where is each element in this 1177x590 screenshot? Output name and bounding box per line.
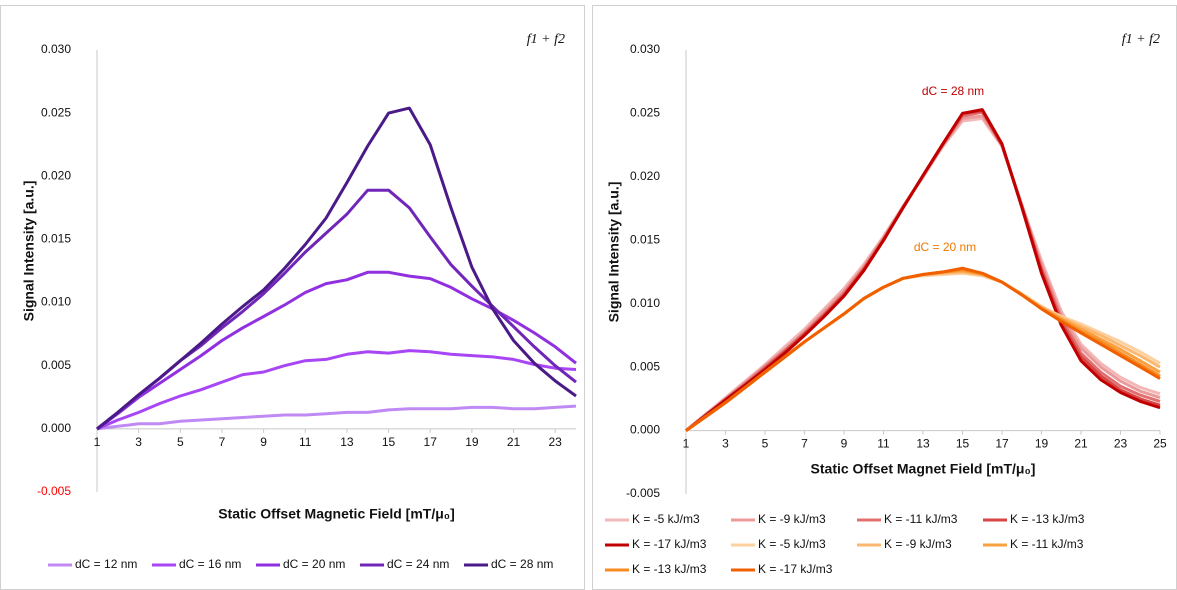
x-tick-label: 25 [1153, 437, 1167, 451]
legend-label: K = -17 kJ/m3 [632, 537, 707, 551]
series-line [685, 108, 1161, 432]
y-tick-label: 0.000 [41, 421, 71, 435]
y-tick-label: 0.000 [630, 423, 660, 437]
y-tick-label: 0.020 [630, 169, 660, 183]
series-line [685, 109, 1161, 432]
legend-label: dC = 28 nm [491, 557, 553, 571]
series-line [96, 349, 577, 431]
x-tick-label: 23 [548, 435, 562, 449]
legend-label: K = -13 kJ/m3 [1010, 512, 1085, 526]
legend-label: K = -13 kJ/m3 [632, 562, 707, 576]
y-axis-title: Signal Intensity [a.u.] [606, 182, 622, 323]
x-tick-label: 15 [956, 437, 970, 451]
x-tick-label: 3 [722, 437, 729, 451]
x-tick-label: 23 [1114, 437, 1128, 451]
annotation: dC = 20 nm [914, 240, 976, 254]
y-tick-label: 0.030 [630, 42, 660, 56]
y-tick-label: 0.010 [630, 296, 660, 310]
y-tick-label: -0.005 [37, 484, 71, 498]
series-line [96, 106, 577, 431]
annotation: dC = 28 nm [922, 84, 984, 98]
legend-label: dC = 16 nm [179, 557, 241, 571]
series-line [685, 266, 1161, 432]
x-tick-label: 1 [683, 437, 690, 451]
y-tick-label: 0.005 [41, 358, 71, 372]
annotation: f1 + f2 [527, 32, 565, 47]
x-axis-title: Static Offset Magnet Field [mT/μ₀] [811, 461, 1036, 477]
x-tick-label: 19 [1035, 437, 1049, 451]
x-tick-label: 11 [299, 435, 312, 449]
panel-frame [592, 5, 1177, 590]
x-axis-title: Static Offset Magnetic Field [mT/μ₀] [218, 506, 455, 522]
legend-label: K = -5 kJ/m3 [758, 537, 826, 551]
y-axis-title: Signal Intensity [a.u.] [21, 181, 37, 322]
legend-label: K = -11 kJ/m3 [1010, 537, 1084, 551]
x-tick-label: 21 [507, 435, 521, 449]
x-tick-label: 5 [762, 437, 769, 451]
y-tick-label: 0.015 [41, 232, 71, 246]
y-tick-label: 0.025 [630, 106, 660, 120]
panel-frame [0, 5, 585, 590]
x-tick-label: 1 [94, 435, 101, 449]
x-tick-label: 9 [260, 435, 267, 449]
x-tick-label: 5 [177, 435, 184, 449]
legend-label: K = -9 kJ/m3 [884, 537, 952, 551]
legend-label: dC = 24 nm [387, 557, 449, 571]
x-tick-label: 7 [801, 437, 808, 451]
x-tick-label: 19 [465, 435, 479, 449]
x-tick-label: 7 [219, 435, 226, 449]
x-tick-label: 11 [877, 437, 890, 451]
x-tick-label: 13 [916, 437, 930, 451]
x-tick-label: 17 [424, 435, 438, 449]
y-tick-label: 0.020 [41, 168, 71, 182]
y-tick-label: -0.005 [626, 486, 660, 500]
x-tick-label: 13 [340, 435, 354, 449]
y-tick-label: 0.025 [41, 105, 71, 119]
legend-label: dC = 12 nm [75, 557, 137, 571]
series-line [96, 404, 577, 431]
series-line [685, 110, 1161, 432]
legend-label: dC = 20 nm [283, 557, 345, 571]
legend-label: K = -17 kJ/m3 [758, 562, 833, 576]
x-tick-label: 21 [1074, 437, 1088, 451]
annotation: f1 + f2 [1122, 32, 1160, 47]
series-line [96, 188, 577, 431]
x-tick-label: 17 [995, 437, 1009, 451]
y-tick-label: 0.030 [41, 42, 71, 56]
x-tick-label: 3 [135, 435, 142, 449]
y-tick-label: 0.010 [41, 295, 71, 309]
series-line [96, 270, 577, 431]
y-tick-label: 0.015 [630, 232, 660, 246]
x-tick-label: 9 [841, 437, 848, 451]
y-tick-label: 0.005 [630, 359, 660, 373]
x-tick-label: 15 [382, 435, 396, 449]
legend-label: K = -5 kJ/m3 [632, 512, 700, 526]
legend-label: K = -11 kJ/m3 [884, 512, 958, 526]
legend-label: K = -9 kJ/m3 [758, 512, 826, 526]
